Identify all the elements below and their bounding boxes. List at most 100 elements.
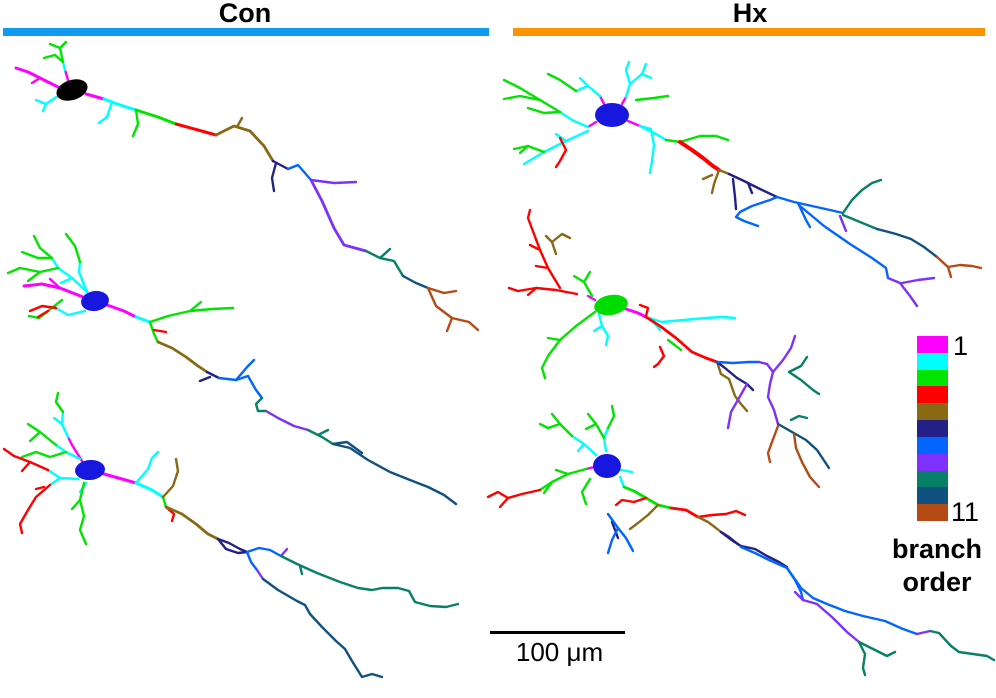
dendrite-order-9 [841, 213, 879, 231]
soma-con-1 [56, 79, 88, 101]
dendrite-order-8 [264, 409, 310, 432]
dendrite-order-10 [331, 440, 364, 455]
legend-swatch-order-6 [917, 420, 948, 437]
dendrite-order-6 [610, 520, 620, 540]
dendrite-order-6 [715, 360, 755, 392]
dendrite-order-10 [401, 274, 430, 290]
dendrite-order-4 [652, 345, 666, 369]
dendrite-order-7 [715, 360, 761, 365]
legend-swatch-order-3 [917, 369, 948, 387]
dendrite-order-7 [286, 163, 313, 182]
column-title-con: Con [218, 0, 272, 28]
dendrite-order-6 [198, 375, 212, 383]
dendrite-order-7 [796, 201, 812, 229]
dendrite-order-6 [205, 370, 221, 380]
dendrite-order-4 [174, 122, 218, 137]
dendrite-order-2 [597, 312, 610, 347]
dendrite-order-2 [558, 110, 590, 129]
dendrite-order-3 [20, 250, 54, 260]
dendrite-order-3 [580, 477, 592, 506]
dendrite-order-3 [134, 108, 178, 126]
dendrite-order-7 [606, 526, 620, 555]
dendrite-order-3 [512, 144, 546, 154]
dendrite-order-2 [618, 475, 626, 489]
dendrite-order-4 [526, 208, 562, 290]
dendrite-order-1 [84, 92, 106, 101]
dendrite-order-9 [254, 396, 268, 413]
dendrite-order-2 [50, 256, 89, 294]
dendrite-order-10 [261, 577, 384, 679]
dendrite-order-3 [622, 485, 673, 510]
dendrite-order-2 [34, 94, 60, 106]
dendrite-order-8 [886, 276, 919, 308]
dendrite-order-8 [757, 360, 775, 374]
dendrite-order-3 [540, 310, 597, 380]
dendrite-order-3 [502, 78, 562, 114]
dendrite-order-2 [48, 476, 62, 487]
dendrite-order-4 [526, 286, 538, 297]
dendrite-order-9 [857, 640, 867, 677]
legend-swatch-order-5 [917, 403, 948, 421]
dendrite-order-9 [928, 629, 996, 662]
dendrite-order-4 [614, 496, 648, 507]
dendrite-order-9 [279, 554, 460, 609]
dendrite-order-2 [134, 450, 160, 485]
dendrite-order-6 [216, 537, 249, 554]
dendrite-order-2 [624, 60, 632, 99]
legend-swatch-order-8 [917, 453, 948, 471]
scale-bar-label: 100 μm [515, 637, 604, 667]
dendrite-order-2 [619, 468, 634, 474]
dendrite-order-11 [445, 316, 454, 333]
dendrite-order-4 [498, 496, 510, 509]
dendrite-order-7 [775, 195, 845, 215]
dendrite-order-3 [42, 53, 65, 64]
dendrite-order-4 [152, 328, 168, 334]
dendrite-order-8 [279, 547, 289, 558]
dendrite-order-2 [576, 442, 586, 453]
dendrite-order-3 [538, 422, 562, 430]
dendrite-order-1 [626, 119, 642, 128]
dendrite-order-2 [134, 315, 152, 324]
soma-hx-2 [594, 294, 628, 316]
dendrite-order-3 [54, 391, 65, 414]
dendrite-order-1 [624, 307, 648, 319]
dendrite-order-2 [592, 324, 604, 333]
dendrite-order-3 [6, 266, 60, 275]
dendrite-order-3 [70, 498, 82, 511]
dendrite-order-1 [598, 94, 606, 106]
dendrite-order-9 [787, 355, 809, 374]
legend-swatch-order-2 [917, 352, 948, 370]
dendrite-order-1 [48, 277, 62, 290]
dendrite-order-8 [255, 568, 265, 581]
soma-hx-3 [593, 454, 621, 478]
dendrite-order-8 [766, 370, 780, 426]
dendrite-order-7 [234, 358, 256, 382]
dendrite-order-2 [97, 100, 114, 125]
dendrite-order-2 [602, 426, 610, 453]
dendrite-order-9 [841, 178, 883, 215]
neuron-tracing-hx-1 [502, 60, 983, 308]
dendrite-order-5 [696, 515, 723, 534]
dendrite-order-2 [574, 84, 590, 93]
dendrite-order-1 [586, 120, 598, 129]
dendrite-order-11 [946, 265, 953, 279]
dendrite-order-4 [678, 140, 721, 172]
dendrite-order-1 [63, 68, 70, 82]
dendrite-order-3 [664, 138, 682, 144]
dendrite-order-3 [606, 404, 616, 430]
dendrite-order-1 [66, 435, 84, 463]
neuron-tracing-con-1 [14, 40, 480, 333]
dendrite-order-4 [528, 243, 542, 252]
legend-swatch-order-4 [917, 386, 948, 404]
dendrite-order-11 [426, 286, 458, 295]
dendrite-order-4 [669, 506, 700, 519]
dendrite-order-3 [26, 422, 58, 447]
dendrite-order-1 [584, 465, 596, 471]
dendrite-order-9 [364, 249, 405, 278]
dendrite-order-8 [838, 214, 848, 233]
dendrite-order-3 [542, 480, 554, 495]
dendrite-order-3 [554, 468, 570, 476]
dendrite-order-4 [2, 447, 50, 472]
dendrite-order-8 [801, 598, 861, 644]
